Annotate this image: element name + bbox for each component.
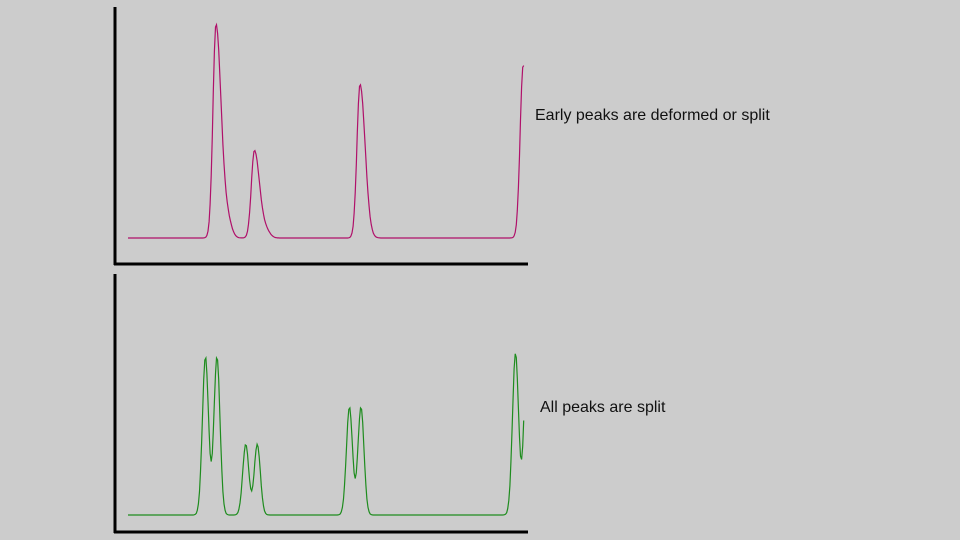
bottom-panel <box>113 274 528 534</box>
bottom-panel-caption: All peaks are split <box>540 399 666 416</box>
bottom-chromatogram-trace <box>128 353 525 516</box>
top-chromatogram-trace <box>128 22 525 239</box>
top-panel-caption: Early peaks are deformed or split <box>535 107 770 124</box>
top-panel <box>113 7 528 266</box>
